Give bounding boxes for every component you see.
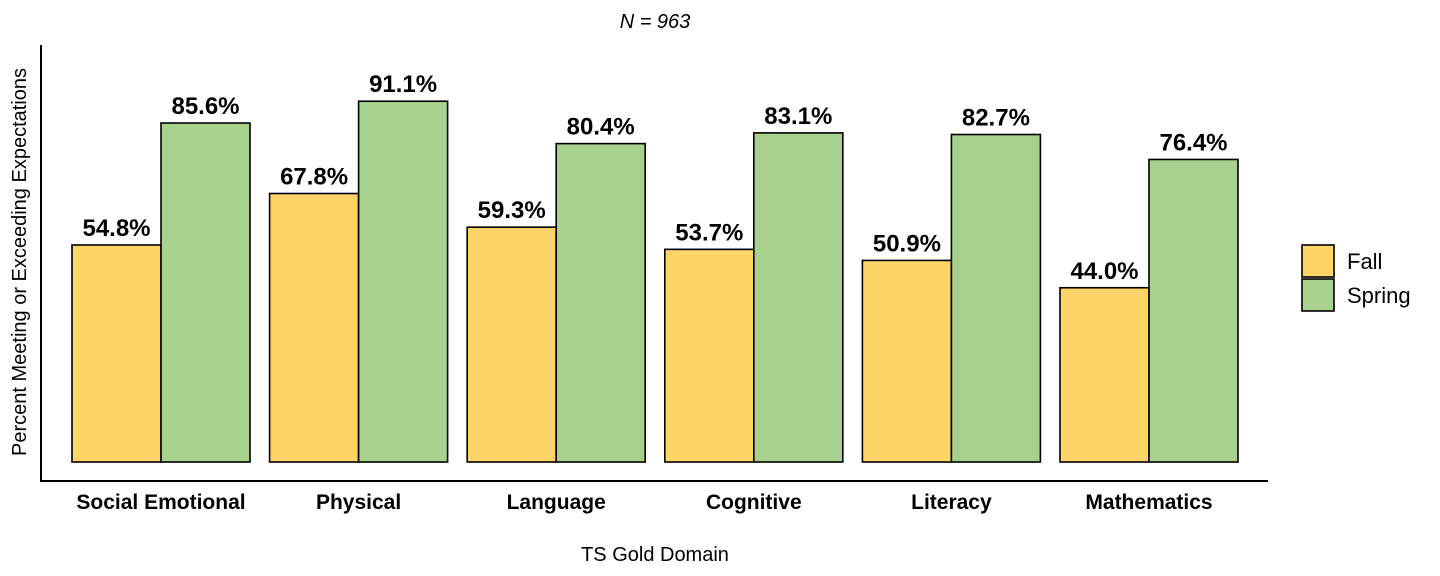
- data-label-fall-literacy: 50.9%: [873, 230, 941, 257]
- bar-fall-language: [466, 226, 558, 463]
- x-tick-label-social-emotional: Social Emotional: [76, 491, 245, 514]
- legend-label-spring: Spring: [1347, 283, 1411, 308]
- data-label-spring-literacy: 82.7%: [962, 105, 1030, 132]
- data-label-fall-social-emotional: 54.8%: [82, 215, 150, 242]
- y-axis-title: Percent Meeting or Exceeding Expectation…: [9, 68, 31, 456]
- data-label-fall-language: 59.3%: [478, 197, 546, 224]
- x-tick-labels: Social Emotional Physical Language Cognitiv…: [76, 491, 1212, 514]
- data-label-spring-cognitive: 83.1%: [764, 103, 832, 130]
- bar-spring-cognitive: [752, 132, 844, 463]
- data-label-spring-physical: 91.1%: [369, 71, 437, 98]
- x-tick-label-physical: Physical: [316, 491, 401, 514]
- bar-spring-language: [555, 142, 647, 463]
- bar-spring-social-emotional: [160, 122, 251, 463]
- data-label-fall-physical: 67.8%: [280, 164, 348, 191]
- x-tick-label-language: Language: [507, 491, 606, 514]
- x-tick-label-literacy: Literacy: [911, 491, 992, 514]
- legend: Fall Spring: [1301, 244, 1411, 312]
- x-tick-label-cognitive: Cognitive: [706, 491, 802, 514]
- bar-fall-cognitive: [663, 248, 755, 463]
- data-label-spring-language: 80.4%: [567, 114, 635, 141]
- bar-spring-physical: [357, 100, 449, 463]
- bar-spring-mathematics: [1148, 158, 1239, 463]
- legend-label-fall: Fall: [1347, 249, 1382, 274]
- labels-layer: 54.8% 85.6% 67.8% 91.1% 59.3% 80.4% 53.7% 83.1%…: [82, 71, 1227, 285]
- data-label-fall-cognitive: 53.7%: [675, 219, 743, 246]
- bars-layer: [71, 100, 1239, 463]
- bar-fall-mathematics: [1059, 286, 1150, 463]
- data-label-spring-social-emotional: 85.6%: [171, 93, 239, 120]
- bar-spring-literacy: [950, 133, 1042, 463]
- chart-title: N = 963: [620, 11, 691, 33]
- data-label-fall-mathematics: 44.0%: [1070, 258, 1138, 285]
- data-label-spring-mathematics: 76.4%: [1159, 129, 1227, 156]
- x-axis-title: TS Gold Domain: [581, 544, 729, 566]
- bar-fall-literacy: [861, 259, 953, 463]
- legend-swatch-fall: [1301, 244, 1335, 278]
- bar-fall-physical: [268, 192, 360, 463]
- legend-swatch-spring: [1301, 278, 1335, 312]
- bar-fall-social-emotional: [71, 244, 162, 463]
- x-tick-label-mathematics: Mathematics: [1085, 491, 1212, 514]
